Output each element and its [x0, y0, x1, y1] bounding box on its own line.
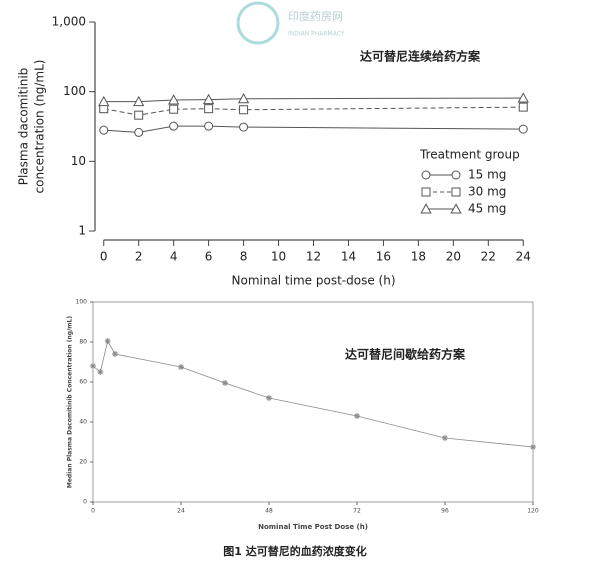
x-tick-label: 8: [240, 250, 248, 264]
data-point: [169, 104, 179, 114]
y-tick-label: 100: [76, 299, 88, 306]
series-line: [103, 125, 524, 133]
watermark-name: 印度药房网: [288, 9, 343, 23]
legend-label: 30 mg: [468, 185, 506, 199]
series-line: [103, 106, 524, 116]
data-point: [517, 92, 529, 103]
watermark: 印度药房网 INDIAN PHARMACY: [236, 1, 345, 45]
data-point: [222, 380, 228, 386]
plot-frame: [92, 301, 534, 503]
data-point: [134, 110, 144, 120]
y-tick-label: 40: [79, 419, 87, 426]
legend-marker: [421, 187, 431, 197]
data-point: [518, 124, 528, 134]
x-tick-label: 72: [353, 508, 361, 515]
data-point: [99, 125, 109, 135]
data-point: [204, 104, 214, 114]
x-tick-label: 24: [177, 508, 185, 515]
legend-label: 15 mg: [468, 168, 506, 182]
x-tick-label: 0: [100, 250, 108, 264]
data-point: [266, 395, 272, 401]
x-tick-label: 120: [527, 508, 539, 515]
x-tick-label: 20: [446, 250, 461, 264]
y-axis-label: concentration (ng/mL): [33, 60, 47, 194]
data-point: [133, 95, 145, 107]
legend-marker: [450, 203, 462, 214]
data-point: [354, 413, 360, 419]
legend-marker: [451, 187, 461, 197]
x-tick-label: 14: [341, 250, 356, 264]
data-point: [518, 102, 528, 112]
y-tick-label: 20: [79, 459, 87, 466]
data-point: [178, 364, 184, 370]
watermark-logo: [236, 1, 280, 45]
data-point: [530, 444, 536, 450]
y-axis-label: Median Plasma Dacomitinib Concentration …: [67, 316, 74, 488]
y-tick-label: 100: [63, 84, 86, 98]
y-tick-label: 1,000: [52, 15, 86, 29]
data-point: [237, 92, 250, 104]
data-point: [168, 94, 180, 105]
annotation: 达可替尼连续给药方案: [360, 49, 481, 64]
x-tick-label: 96: [441, 508, 449, 515]
x-tick-label: 10: [271, 250, 286, 264]
legend-marker: [451, 170, 461, 180]
x-tick-label: 18: [411, 250, 426, 264]
caption: 图1 达可替尼的血药浓度变化: [223, 544, 366, 558]
data-point: [169, 121, 179, 131]
x-tick-label: 24: [516, 250, 531, 264]
data-point: [239, 105, 249, 115]
x-tick-label: 6: [205, 250, 213, 264]
x-tick-label: 16: [376, 250, 391, 264]
y-tick-label: 80: [79, 339, 87, 346]
y-tick-label: 60: [79, 379, 87, 386]
annotation: 达可替尼间歇给药方案: [345, 347, 466, 362]
data-point: [442, 435, 448, 441]
x-axis-label: Nominal time post-dose (h): [232, 274, 396, 288]
data-point: [104, 338, 111, 344]
watermark-sub: INDIAN PHARMACY: [288, 31, 345, 38]
x-tick-label: 4: [170, 250, 178, 264]
data-point: [239, 122, 249, 132]
y-tick-label: 0: [83, 499, 87, 506]
data-point: [90, 363, 96, 369]
series-line: [92, 339, 534, 448]
legend-marker: [421, 170, 431, 180]
legend-label: 45 mg: [468, 202, 506, 216]
y-tick-label: 1: [78, 224, 86, 238]
legend-title: Treatment group: [419, 148, 520, 162]
data-point: [112, 351, 118, 357]
data-point: [134, 127, 144, 137]
data-point: [97, 369, 104, 375]
x-tick-label: 48: [265, 508, 273, 515]
x-tick-label: 0: [91, 508, 95, 515]
legend-marker: [420, 203, 432, 214]
y-tick-label: 10: [71, 154, 86, 168]
x-tick-label: 22: [481, 250, 496, 264]
data-point: [98, 95, 110, 107]
data-point: [202, 93, 215, 105]
x-tick-label: 12: [306, 250, 321, 264]
x-tick-label: 2: [135, 250, 143, 264]
x-axis-label: Nominal Time Post Dose (h): [258, 523, 368, 531]
series-line: [103, 97, 524, 103]
data-point: [204, 121, 214, 131]
y-axis-label: Plasma dacomitinib: [17, 68, 31, 186]
